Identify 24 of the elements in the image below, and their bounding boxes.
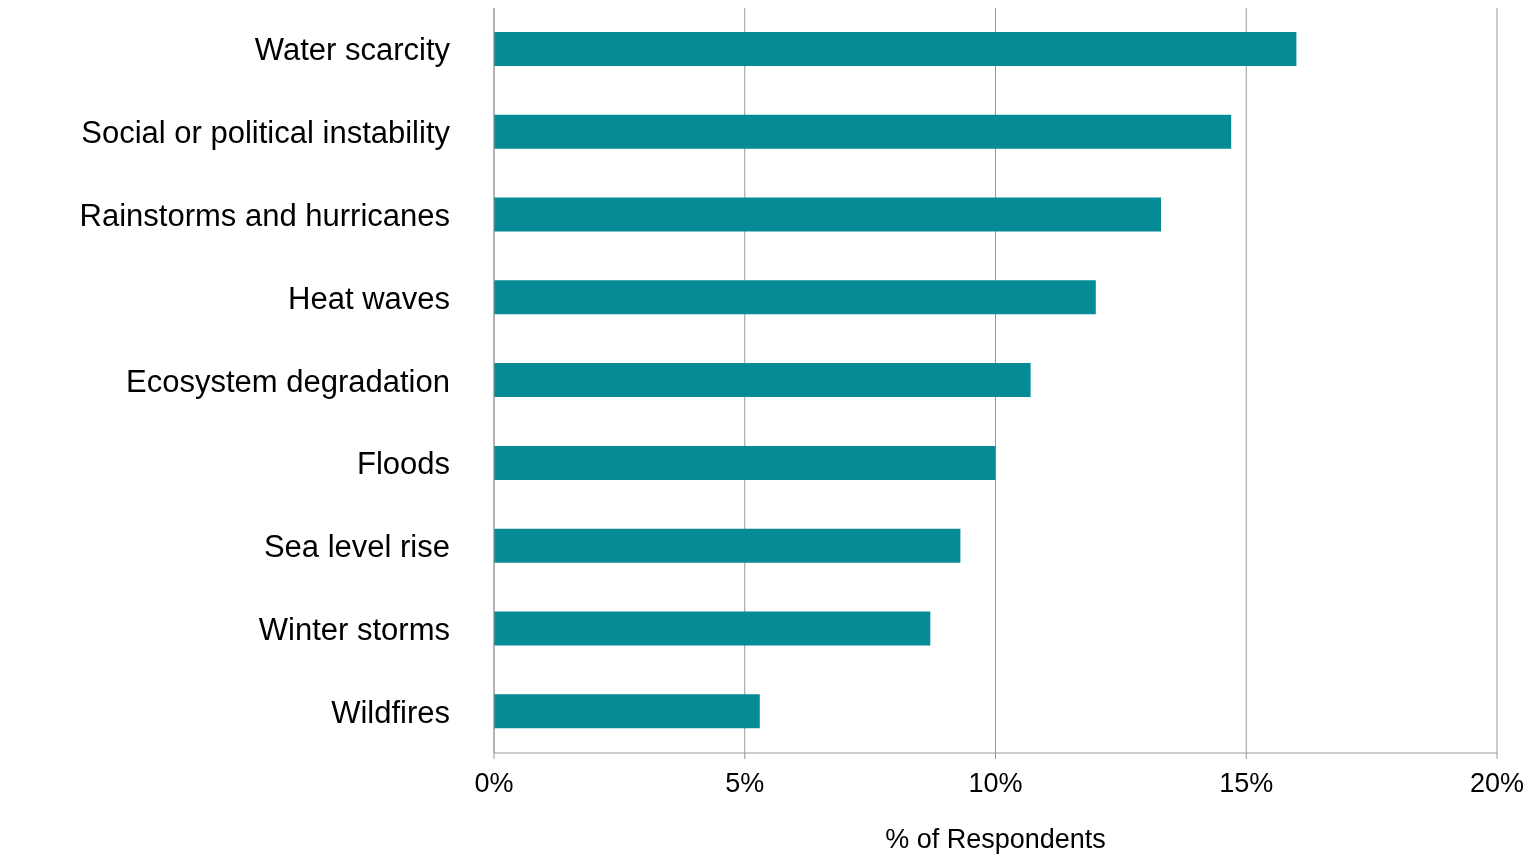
y-tick-label: Winter storms bbox=[258, 611, 450, 647]
bar bbox=[494, 280, 1096, 315]
bar bbox=[494, 445, 996, 480]
y-tick-label: Sea level rise bbox=[263, 529, 450, 565]
bar bbox=[494, 694, 760, 729]
bar bbox=[494, 114, 1232, 149]
bar bbox=[494, 363, 1031, 398]
bar bbox=[494, 611, 931, 646]
x-tick-label: 10% bbox=[968, 768, 1023, 799]
y-tick-label: Heat waves bbox=[288, 280, 450, 316]
y-tick-label: Ecosystem degradation bbox=[126, 363, 450, 399]
x-axis-title: % of Respondents bbox=[885, 824, 1106, 854]
x-tick-label: 5% bbox=[725, 768, 765, 799]
y-tick-label: Social or political instability bbox=[81, 115, 451, 151]
bar bbox=[494, 197, 1161, 232]
x-tick-label: 20% bbox=[1469, 768, 1525, 799]
x-tick-label: 15% bbox=[1219, 768, 1274, 799]
bar bbox=[494, 32, 1297, 66]
y-tick-label: Rainstorms and hurricanes bbox=[79, 197, 450, 233]
bar bbox=[494, 528, 961, 563]
y-tick-label: Water scarcity bbox=[254, 32, 451, 68]
x-tick-label: 0% bbox=[474, 768, 514, 799]
y-tick-label: Floods bbox=[356, 446, 450, 482]
y-tick-label: Wildfires bbox=[331, 694, 450, 730]
